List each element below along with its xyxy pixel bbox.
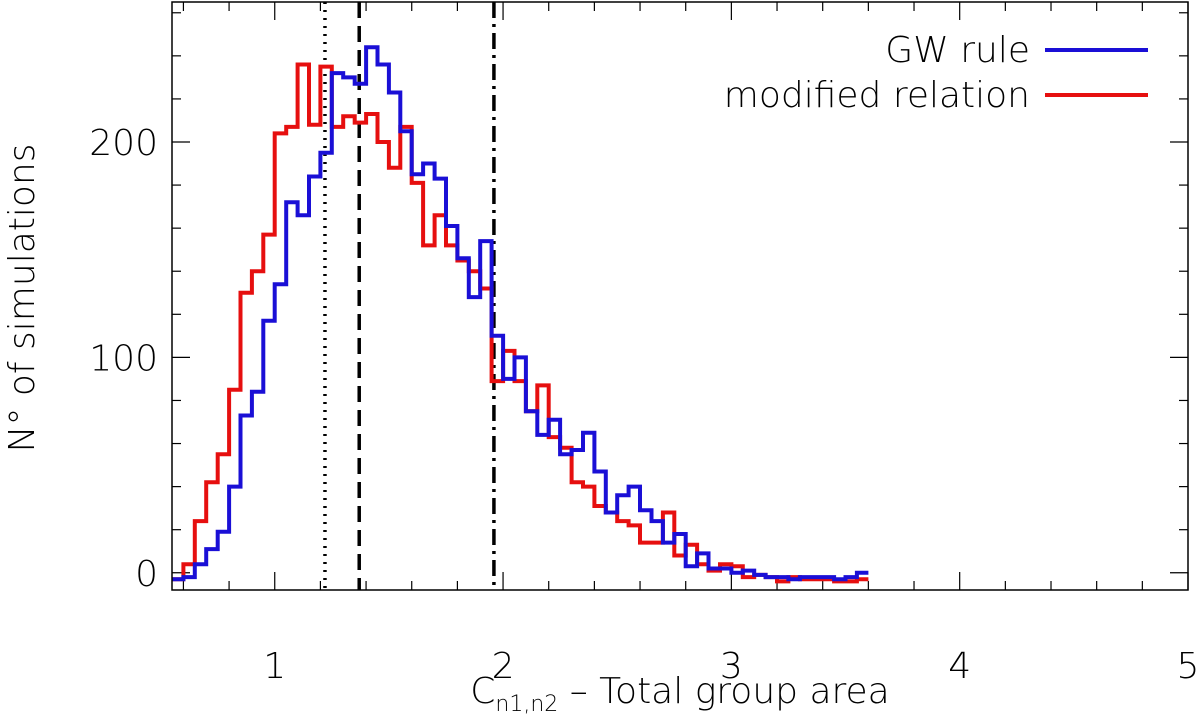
legend-label-modified-relation: modified relation [724, 75, 1030, 116]
axis-ticks [172, 2, 1189, 590]
legend: GW rule modified relation [724, 30, 1148, 116]
y-tick-label: 0 [135, 554, 158, 595]
plot-frame [171, 1, 1189, 591]
x-tick-label: 4 [948, 646, 971, 687]
y-tick-label: 100 [89, 338, 158, 379]
x-tick-label: 2 [492, 646, 515, 687]
x-tick-label: 1 [263, 646, 286, 687]
x-axis-label-main: C [470, 671, 495, 712]
reference-lines [323, 2, 496, 590]
x-tick-label: 5 [1177, 646, 1200, 687]
tick-labels: 1 2 3 4 5 0 100 200 [89, 123, 1199, 687]
series-modified-relation [172, 62, 869, 584]
y-tick-label: 200 [89, 123, 158, 164]
legend-label-gw-rule: GW rule [885, 30, 1030, 71]
y-axis-label: N° of simulations [2, 144, 43, 453]
x-axis-label-rest: – Total group area [558, 671, 889, 712]
x-tick-label: 3 [720, 646, 743, 687]
x-axis-label: Cn1,n2 – Total group area [470, 671, 889, 717]
x-axis-label-subscript: n1,n2 [495, 692, 558, 717]
series-lines [172, 45, 869, 584]
series-gw-rule [172, 45, 869, 582]
